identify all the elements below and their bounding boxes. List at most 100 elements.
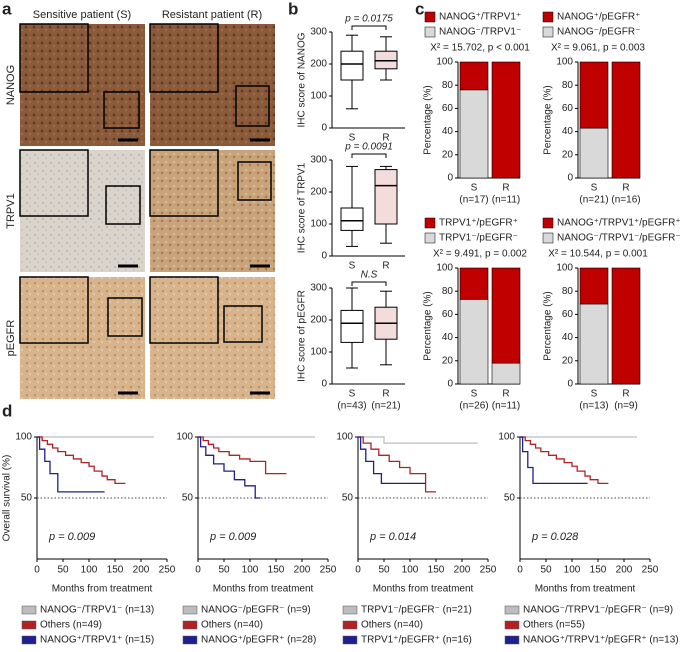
x-tick-label: 100	[402, 565, 419, 576]
column-header: Sensitive patient (S)	[33, 9, 131, 21]
x-tick-label: S	[471, 183, 478, 194]
bar-segment	[611, 267, 641, 385]
survival-curve	[358, 436, 426, 485]
x-axis-label: Months from treatment	[535, 584, 636, 595]
annotation: X² = 9.061, p = 0.003	[551, 43, 645, 54]
y-tick-label: 60	[442, 103, 454, 114]
x-tick-label: R	[502, 183, 509, 194]
annotation: p = 0.0175	[344, 14, 393, 25]
legend-label: NANOG⁻/TRPV1⁻/pEGFR⁻ (n=9)	[523, 605, 673, 616]
y-tick-label: 0	[321, 379, 327, 390]
legend-label: NANOG⁺/TRPV1⁺ (n=15)	[40, 635, 154, 646]
x-tick-label: R	[382, 133, 389, 144]
x-tick-label: S	[591, 389, 598, 400]
y-tick-label: 20	[442, 149, 454, 160]
y-tick-label: 40	[442, 332, 454, 343]
y-axis-label: Percentage (%)	[423, 85, 434, 154]
y-tick-label: 100	[310, 347, 327, 358]
y-tick-label: 200	[310, 59, 327, 70]
bar-segment	[459, 89, 489, 179]
y-tick-label: 100	[556, 263, 573, 274]
y-tick-label: 50	[504, 493, 516, 504]
y-tick-label: 80	[562, 80, 574, 91]
category-note: (n=9)	[614, 401, 638, 412]
legend-swatch	[542, 232, 554, 244]
legend-swatch	[21, 635, 37, 645]
y-tick-label: 40	[562, 332, 574, 343]
y-tick-label: 100	[336, 432, 353, 443]
x-tick-label: 250	[642, 565, 659, 576]
x-tick-label: 150	[107, 565, 124, 576]
category-note: (n=21)	[371, 401, 400, 412]
legend-swatch	[542, 217, 554, 229]
bar-segment	[459, 267, 489, 300]
box	[374, 169, 398, 225]
legend-label: TRPV1⁻/pEGFR⁻ (n=21)	[361, 605, 472, 616]
legend-swatch	[542, 26, 554, 38]
survival-curve	[358, 436, 436, 493]
bar-segment	[611, 61, 641, 179]
legend-swatch	[424, 232, 436, 244]
x-tick-label: R	[382, 389, 389, 400]
bar-segment	[459, 299, 489, 385]
bracket	[351, 281, 387, 286]
x-tick-label: 50	[218, 565, 230, 576]
x-tick-label: 200	[454, 565, 471, 576]
annotation: p = 0.009	[209, 531, 256, 543]
bar-segment	[579, 61, 609, 129]
x-tick-label: R	[622, 183, 629, 194]
y-tick-label: 80	[442, 80, 454, 91]
zoom-box	[107, 297, 143, 337]
x-tick-label: 150	[268, 565, 285, 576]
y-tick-label: 100	[436, 263, 453, 274]
legend-label: Others (n=55)	[523, 620, 585, 631]
x-tick-label: 0	[355, 565, 361, 576]
survival-curve	[198, 436, 287, 475]
inset	[19, 149, 89, 217]
zoom-box	[103, 91, 140, 129]
y-tick-label: 50	[21, 493, 33, 504]
y-tick-label: 60	[562, 103, 574, 114]
y-tick-label: 40	[442, 126, 454, 137]
survival-curve	[198, 436, 261, 499]
x-tick-label: 0	[34, 565, 40, 576]
legend-label: TRPV1⁻/pEGFR⁻	[439, 233, 518, 244]
x-tick-label: R	[622, 389, 629, 400]
box	[340, 309, 364, 343]
legend-swatch	[424, 11, 436, 23]
x-tick-label: S	[349, 133, 356, 144]
y-tick-label: 100	[310, 91, 327, 102]
panel-label: a	[2, 0, 12, 18]
survival-curve	[37, 436, 126, 485]
y-tick-label: 0	[447, 379, 453, 390]
y-tick-label: 200	[310, 315, 327, 326]
zoom-box	[237, 161, 272, 201]
bracket	[351, 153, 387, 158]
y-tick-label: 60	[562, 309, 574, 320]
legend-swatch	[182, 620, 198, 630]
legend-swatch	[182, 605, 198, 615]
x-tick-label: 50	[57, 565, 69, 576]
y-tick-label: 100	[310, 219, 327, 230]
y-tick-label: 100	[498, 432, 515, 443]
y-tick-label: 100	[15, 432, 32, 443]
inset	[149, 276, 219, 344]
ihc-image	[20, 277, 145, 399]
legend-label: NANOG⁻/TRPV1⁻ (n=13)	[40, 605, 154, 616]
bar-segment	[491, 362, 521, 385]
box	[340, 50, 364, 81]
category-note: (n=11)	[492, 401, 520, 412]
legend-swatch	[342, 620, 358, 630]
panel-label: b	[288, 0, 298, 18]
panel-label: d	[2, 401, 12, 420]
annotation: p = 0.009	[48, 531, 95, 543]
box	[340, 207, 364, 231]
legend-swatch	[182, 635, 198, 645]
legend-label: NANOG⁺/TRPV1⁺	[439, 12, 521, 23]
legend-swatch	[21, 620, 37, 630]
legend-label: Others (n=40)	[201, 620, 263, 631]
bar-segment	[579, 303, 609, 385]
y-tick-label: 20	[562, 355, 574, 366]
inset	[19, 276, 89, 344]
